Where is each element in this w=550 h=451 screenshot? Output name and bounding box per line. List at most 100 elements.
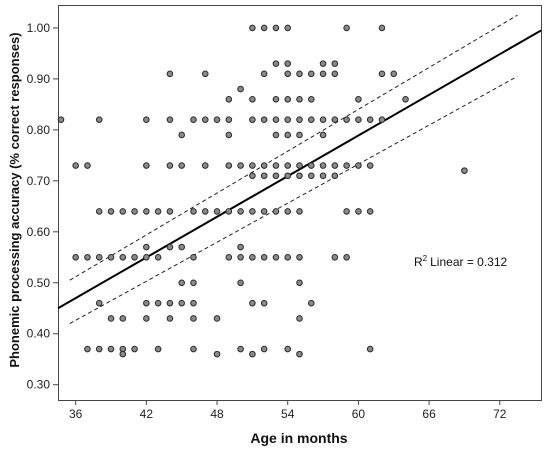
data-point <box>154 345 162 353</box>
data-point <box>260 253 268 261</box>
data-point <box>178 162 185 169</box>
data-point <box>378 24 386 32</box>
data-point <box>296 172 303 180</box>
data-point <box>201 70 209 78</box>
data-point <box>225 253 233 261</box>
data-point <box>378 116 386 123</box>
data-point <box>166 162 174 169</box>
data-point <box>190 208 197 215</box>
data-point <box>84 162 91 169</box>
data-point <box>57 116 65 123</box>
data-point <box>190 279 197 287</box>
data-point <box>272 60 280 67</box>
data-point <box>178 243 185 251</box>
data-point <box>307 70 315 78</box>
data-point <box>95 253 103 261</box>
data-point <box>143 299 150 307</box>
plot-frame <box>58 5 542 401</box>
data-point <box>143 253 150 261</box>
data-point <box>84 253 91 261</box>
data-point <box>284 95 292 103</box>
data-point <box>131 345 138 353</box>
data-point <box>284 60 292 67</box>
data-point <box>107 345 115 353</box>
data-point <box>107 253 115 261</box>
data-point <box>319 172 327 180</box>
data-point <box>143 116 150 123</box>
data-point <box>319 162 327 169</box>
data-point <box>331 60 339 67</box>
data-point <box>272 131 280 139</box>
data-point <box>249 253 256 261</box>
data-point <box>249 95 256 103</box>
data-point <box>249 299 256 307</box>
data-point <box>190 315 197 322</box>
y-tick-label: 0.80 <box>27 123 51 137</box>
data-point <box>366 116 374 123</box>
data-point <box>331 172 339 180</box>
data-point <box>378 70 386 78</box>
data-point <box>296 70 303 78</box>
data-point <box>296 95 303 103</box>
x-axis-title: Age in months <box>250 430 347 446</box>
data-point <box>213 350 221 358</box>
data-point <box>249 24 256 32</box>
data-point <box>249 172 256 180</box>
data-point <box>260 24 268 32</box>
data-point <box>119 208 127 215</box>
data-point <box>260 162 268 169</box>
data-point <box>166 299 174 307</box>
data-point <box>107 315 115 322</box>
y-tick-label: 0.50 <box>27 276 51 290</box>
fit-line <box>57 29 542 310</box>
data-point <box>225 208 233 215</box>
data-point <box>284 172 292 180</box>
y-tick-label: 0.40 <box>27 327 51 341</box>
data-point <box>95 116 103 123</box>
data-point <box>319 131 327 139</box>
x-tick-label: 54 <box>281 407 295 421</box>
data-point <box>249 350 256 358</box>
data-point <box>119 315 127 322</box>
data-point <box>237 253 244 261</box>
data-point <box>213 116 221 123</box>
data-point <box>355 208 362 215</box>
data-point <box>296 116 303 123</box>
y-tick-label: 1.00 <box>27 21 51 35</box>
data-point <box>272 172 280 180</box>
data-point <box>166 116 174 123</box>
x-tick-label: 66 <box>422 407 436 421</box>
data-point <box>178 299 185 307</box>
y-tick-label: 0.30 <box>27 378 51 392</box>
data-point <box>225 162 233 169</box>
data-point <box>143 162 150 169</box>
data-point <box>213 315 221 322</box>
data-point <box>107 208 115 215</box>
data-point <box>390 70 398 78</box>
data-point <box>249 116 256 123</box>
data-point <box>307 116 315 123</box>
data-point <box>237 279 244 287</box>
data-point <box>143 208 150 215</box>
data-point <box>296 208 303 215</box>
data-point <box>284 24 292 32</box>
data-point <box>119 253 127 261</box>
data-point <box>237 345 244 353</box>
data-point <box>284 131 292 139</box>
data-point <box>119 350 127 358</box>
data-point <box>166 243 174 251</box>
data-point <box>307 299 315 307</box>
ci-upper-line <box>69 14 518 281</box>
data-point <box>296 350 303 358</box>
data-point <box>343 24 350 32</box>
data-point <box>307 95 315 103</box>
y-tick-label: 0.90 <box>27 72 51 86</box>
data-point <box>284 253 292 261</box>
data-point <box>95 345 103 353</box>
data-point <box>260 116 268 123</box>
x-tick-label: 72 <box>493 407 507 421</box>
r2-annotation: R2 Linear = 0.312 <box>414 254 508 269</box>
x-tick-label: 48 <box>210 407 224 421</box>
data-point <box>307 172 315 180</box>
